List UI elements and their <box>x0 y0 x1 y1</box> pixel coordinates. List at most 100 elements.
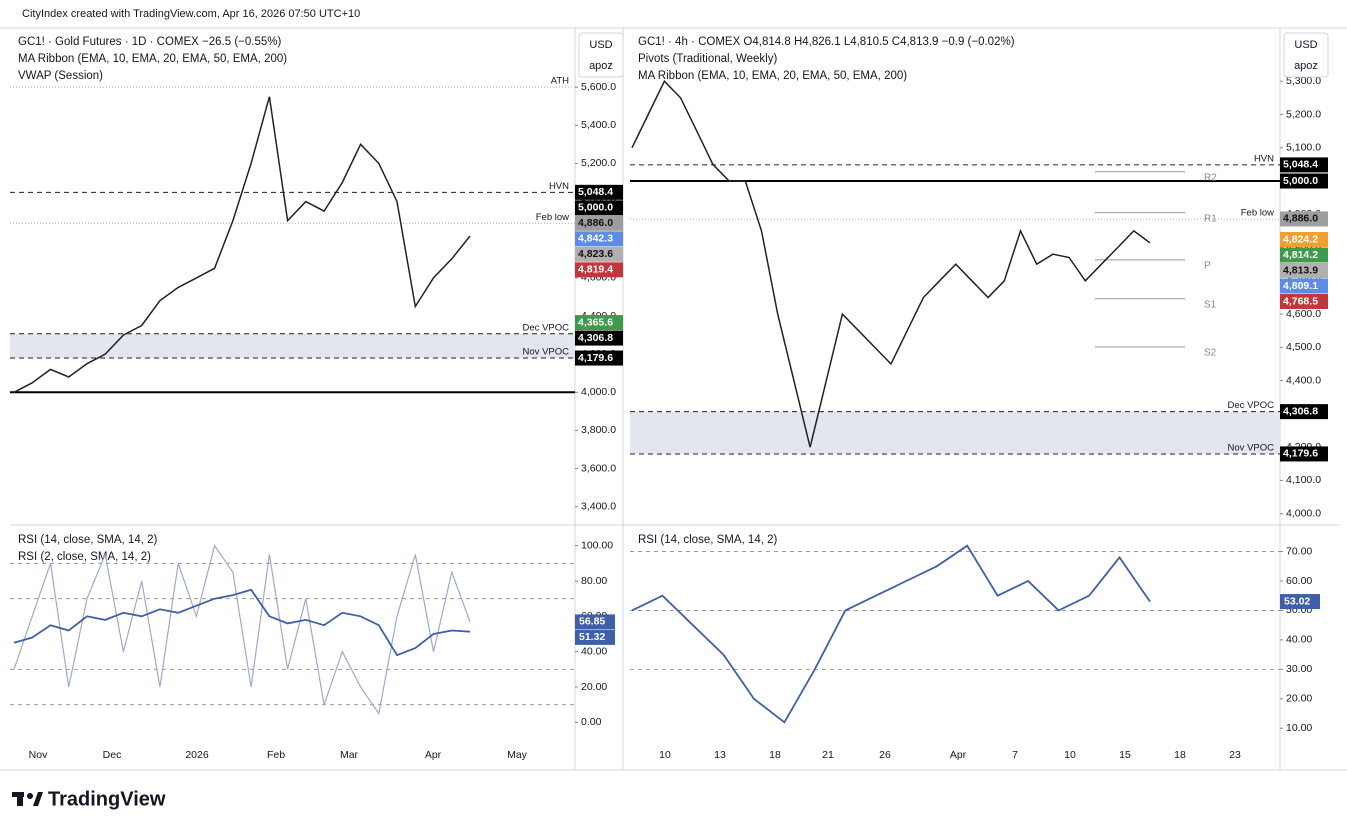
time-label: 21 <box>822 749 834 761</box>
rsi-legend-line: RSI (2, close, SMA, 14, 2) <box>18 551 151 563</box>
pivot-label: S1 <box>1204 299 1217 310</box>
price-badge-label: 4,306.8 <box>1283 405 1318 417</box>
level-label: HVN <box>1254 153 1274 164</box>
price-badge <box>1280 263 1328 279</box>
y-tick-label: 3,600.0 <box>581 462 616 474</box>
time-label: 23 <box>1229 749 1241 761</box>
y-tick-label: 4,400.0 <box>1286 374 1321 386</box>
price-badge <box>575 215 623 231</box>
price-badge <box>1280 247 1328 263</box>
rsi-tick-label: 70.00 <box>1286 545 1312 557</box>
pivot-label: P <box>1204 261 1211 272</box>
price-badge-label: 5,000.0 <box>578 202 613 214</box>
time-label: 15 <box>1119 749 1131 761</box>
level-label: HVN <box>549 181 569 192</box>
rsi-badge <box>575 614 615 630</box>
rsi-tick-label: 20.00 <box>1286 693 1312 705</box>
legend-line: MA Ribbon (EMA, 10, EMA, 20, EMA, 50, EM… <box>18 53 287 65</box>
time-label: 18 <box>1174 749 1186 761</box>
pivot-label: S2 <box>1204 348 1217 359</box>
price-badge-label: 4,809.1 <box>1283 280 1318 292</box>
time-label: 26 <box>879 749 891 761</box>
price-badge <box>575 246 623 262</box>
currency-box <box>578 32 624 78</box>
currency: USD <box>1294 39 1317 51</box>
price-badge <box>575 262 623 278</box>
price-line <box>631 79 1151 448</box>
time-label: 10 <box>1064 749 1076 761</box>
rsi-tick-label: 30.00 <box>1286 663 1312 675</box>
price-badge-label: 4,179.6 <box>578 352 613 364</box>
price-badge <box>575 184 623 200</box>
price-badge <box>575 330 623 346</box>
price-badge <box>1280 294 1328 310</box>
vpoc-zone <box>630 411 1280 454</box>
price-badge-label: 4,824.2 <box>1283 233 1318 245</box>
y-tick-label: 5,200.0 <box>581 157 616 169</box>
price-badge <box>1280 232 1328 248</box>
price-badge-label: 4,179.6 <box>1283 448 1318 460</box>
price-badge-label: 4,306.8 <box>578 332 613 344</box>
price-badge <box>1280 157 1328 173</box>
currency: USD <box>589 39 612 51</box>
time-label: Mar <box>340 749 359 761</box>
time-label: 13 <box>714 749 726 761</box>
price-badge-label: 4,819.4 <box>578 264 613 276</box>
price-badge <box>1280 278 1328 294</box>
rsi-tick-label: 60.00 <box>1286 575 1312 587</box>
y-tick-label: 5,400.0 <box>581 119 616 131</box>
time-label: Dec <box>103 749 122 761</box>
time-label: 18 <box>769 749 781 761</box>
price-badge-label: 5,048.4 <box>578 186 613 198</box>
logo-text: TradingView <box>48 788 166 810</box>
rsi-tick-label: 10.00 <box>1286 722 1312 734</box>
time-label: Apr <box>425 749 442 761</box>
legend-line: Pivots (Traditional, Weekly) <box>638 53 777 65</box>
price-badge-label: 4,842.3 <box>578 233 613 245</box>
time-label: 7 <box>1012 749 1018 761</box>
time-label: May <box>507 749 528 761</box>
unit: apoz <box>1294 60 1318 72</box>
rsi-legend-line: RSI (14, close, SMA, 14, 2) <box>638 534 778 546</box>
level-label: Feb low <box>536 212 569 223</box>
y-tick-label: 4,500.0 <box>1286 341 1321 353</box>
vpoc-zone <box>10 333 575 359</box>
price-badge <box>575 350 623 366</box>
y-tick-label: 5,100.0 <box>1286 142 1321 154</box>
rsi-badge-label: 53.02 <box>1284 595 1310 607</box>
y-tick-label: 4,100.0 <box>1286 474 1321 486</box>
logo-icon <box>12 792 43 806</box>
legend-line: VWAP (Session) <box>18 70 103 82</box>
price-badge-label: 4,886.0 <box>578 217 613 229</box>
price-badge <box>1280 404 1328 420</box>
level-label: Nov VPOC <box>523 347 570 358</box>
y-tick-label: 4,600.0 <box>1286 308 1321 320</box>
y-tick-label: 3,400.0 <box>581 501 616 513</box>
price-badge <box>575 231 623 247</box>
rsi-badge-label: 51.32 <box>579 631 605 643</box>
rsi-badge <box>575 629 615 645</box>
rsi-tick-label: 40.00 <box>1286 634 1312 646</box>
level-label: Nov VPOC <box>1228 442 1275 453</box>
rsi-tick-label: 80.00 <box>581 575 607 587</box>
price-badge <box>575 315 623 331</box>
y-tick-label: 4,000.0 <box>581 386 616 398</box>
rsi-badge <box>1280 594 1320 610</box>
price-badge-label: 4,886.0 <box>1283 213 1318 225</box>
y-tick-label: 5,300.0 <box>1286 75 1321 87</box>
rsi-line <box>631 544 1151 724</box>
y-tick-label: 3,800.0 <box>581 424 616 436</box>
price-badge-label: 4,768.5 <box>1283 295 1318 307</box>
unit: apoz <box>589 60 613 72</box>
time-label: Nov <box>29 749 48 761</box>
rsi-line <box>13 544 471 716</box>
rsi-tick-label: 40.00 <box>581 645 607 657</box>
rsi-tick-label: 100.00 <box>581 539 613 551</box>
rsi-tick-label: 20.00 <box>581 681 607 693</box>
y-tick-label: 4,000.0 <box>1286 507 1321 519</box>
legend-line: GC1! · Gold Futures · 1D · COMEX −26.5 (… <box>18 36 281 48</box>
legend-line: MA Ribbon (EMA, 10, EMA, 20, EMA, 50, EM… <box>638 70 907 82</box>
price-badge-label: 5,000.0 <box>1283 175 1318 187</box>
pivot-label: R1 <box>1204 213 1217 224</box>
